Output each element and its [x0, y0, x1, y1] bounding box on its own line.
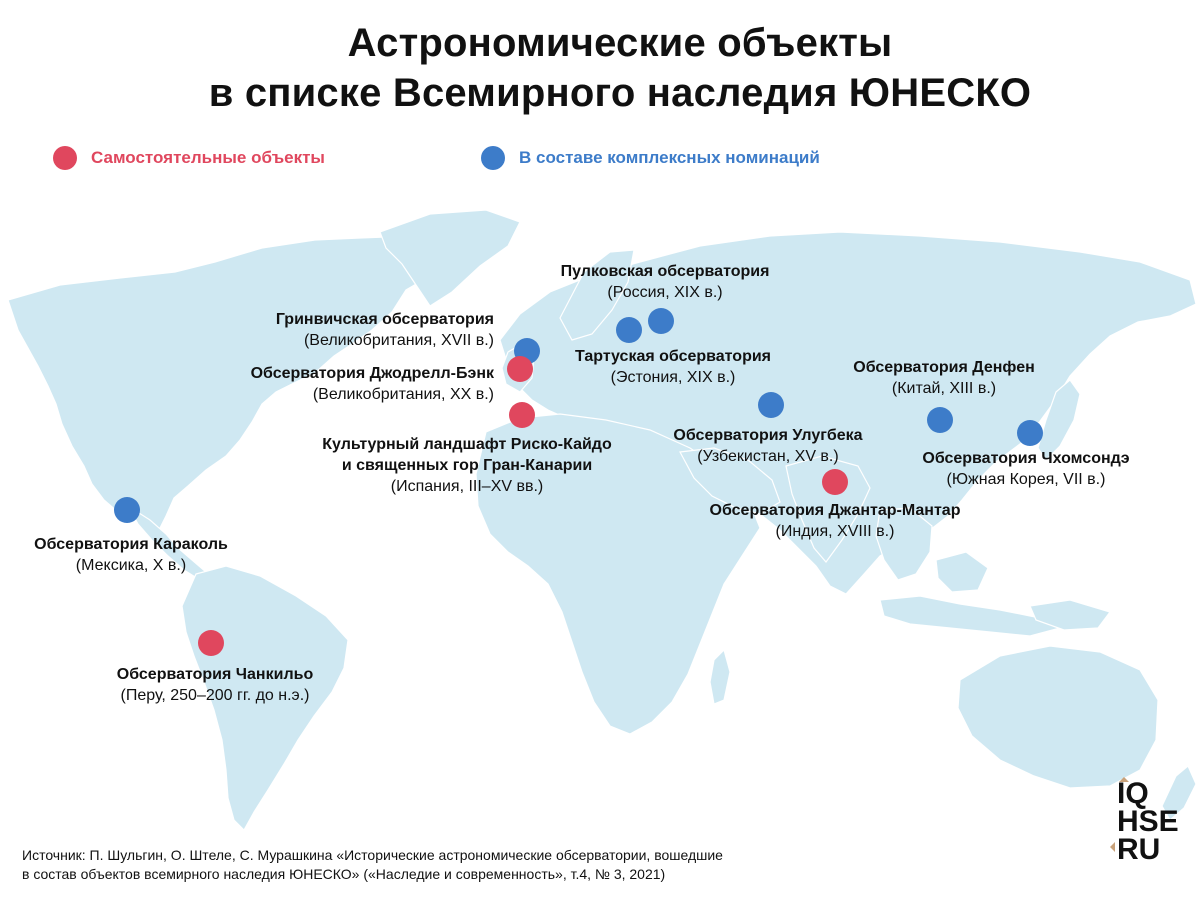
- marker-risco-caido[interactable]: [509, 402, 535, 428]
- site-name: Обсерватория Улугбека: [673, 427, 863, 444]
- logo-left-arrow-icon: [1105, 842, 1115, 852]
- site-info: (Китай, XIII в.): [891, 380, 997, 397]
- site-info: (Испания, III–XV вв.): [390, 478, 544, 495]
- legend-blue-dot: [481, 146, 505, 170]
- title-line-2: в списке Всемирного наследия ЮНЕСКО: [208, 71, 1032, 115]
- new-guinea-landmass: [1029, 599, 1111, 631]
- label-chankillo: Обсерватория Чанкильо (Перу, 250–200 гг.…: [117, 664, 313, 706]
- title-line-1: Астрономические объекты: [347, 21, 893, 65]
- new-zealand-landmass: [1161, 765, 1197, 821]
- logo-line-2: HSE: [1117, 805, 1179, 838]
- site-info: (Индия, XVIII в.): [775, 523, 895, 540]
- label-jodrell-bank: Обсерватория Джодрелл-Бэнк (Великобритан…: [251, 363, 494, 405]
- marker-jodrell-bank[interactable]: [507, 356, 533, 382]
- marker-tartu[interactable]: [616, 317, 642, 343]
- label-ulugh-beg: Обсерватория Улугбека (Узбекистан, XV в.…: [673, 425, 862, 467]
- site-name: Гринвичская обсерватория: [275, 311, 494, 328]
- south-america-landmass: [181, 565, 349, 831]
- site-info: (Россия, XIX в.): [607, 284, 723, 301]
- marker-pulkovo[interactable]: [648, 308, 674, 334]
- marker-jantar-mantar[interactable]: [822, 469, 848, 495]
- marker-chankillo[interactable]: [198, 630, 224, 656]
- site-info: (Эстония, XIX в.): [610, 369, 736, 386]
- marker-ulugh-beg[interactable]: [758, 392, 784, 418]
- site-name: Обсерватория Денфен: [853, 359, 1035, 376]
- southeast-asia-landmass: [875, 507, 933, 581]
- scandinavia-landmass: [559, 249, 635, 341]
- arabia-landmass: [679, 447, 781, 515]
- site-info: (Великобритания, XX в.): [312, 386, 494, 403]
- source-line-1: Источник: П. Шульгин, О. Штеле, С. Мураш…: [22, 847, 723, 863]
- label-caracol: Обсерватория Караколь (Мексика, X в.): [34, 534, 228, 576]
- site-name: Обсерватория Чанкильо: [116, 666, 314, 683]
- iq-hse-logo[interactable]: IQ HSE RU: [1110, 777, 1187, 866]
- site-info: (Южная Корея, VII в.): [946, 471, 1106, 488]
- label-pulkovo: Пулковская обсерватория (Россия, XIX в.): [561, 261, 770, 303]
- site-info: (Великобритания, XVII в.): [303, 332, 494, 349]
- site-name: Тартуская обсерватория: [574, 348, 772, 365]
- africa-landmass: [475, 413, 761, 735]
- label-tartu: Тартуская обсерватория (Эстония, XIX в.): [575, 346, 771, 388]
- site-name: Обсерватория Чхомсондэ: [922, 450, 1130, 467]
- site-name: Обсерватория Караколь: [34, 536, 228, 553]
- marker-caracol[interactable]: [114, 497, 140, 523]
- site-name: Пулковская обсерватория: [560, 263, 770, 280]
- legend-standalone-label: Самостоятельные объекты: [91, 148, 325, 167]
- legend-complex-label: В составе комплексных номинаций: [519, 148, 820, 167]
- site-name-line-2: и священных гор Гран-Канарии: [341, 457, 593, 474]
- australia-landmass: [957, 645, 1159, 789]
- label-jantar-mantar: Обсерватория Джантар-Мантар (Индия, XVII…: [710, 500, 961, 542]
- label-dengfeng: Обсерватория Денфен (Китай, XIII в.): [853, 357, 1035, 399]
- legend-red-dot: [53, 146, 77, 170]
- north-america-landmass: [7, 233, 476, 533]
- india-landmass: [785, 455, 871, 563]
- label-risco-caido: Культурный ландшафт Риско-Кайдо и священ…: [322, 434, 611, 497]
- japan-landmass: [1037, 379, 1081, 461]
- logo-up-arrow-icon: [1119, 772, 1129, 782]
- madagascar-landmass: [709, 648, 731, 705]
- logo-line-1: IQ: [1117, 777, 1149, 810]
- label-cheomseongdae: Обсерватория Чхомсондэ (Южная Корея, VII…: [922, 448, 1129, 490]
- site-name: Культурный ландшафт Риско-Кайдо: [322, 436, 612, 453]
- site-info: (Узбекистан, XV в.): [697, 448, 839, 465]
- source-line-2: в состав объектов всемирного наследия ЮН…: [22, 866, 666, 882]
- greenland-landmass: [379, 209, 521, 307]
- label-greenwich: Гринвичская обсерватория (Великобритания…: [276, 309, 494, 351]
- site-info: (Перу, 250–200 гг. до н.э.): [120, 687, 310, 704]
- legend-complex: В составе комплексных номинаций: [481, 146, 820, 170]
- page-title: Астрономические объекты в списке Всемирн…: [0, 18, 1200, 118]
- marker-cheomseongdae[interactable]: [1017, 420, 1043, 446]
- site-name: Обсерватория Джодрелл-Бэнк: [250, 365, 494, 382]
- site-name: Обсерватория Джантар-Мантар: [709, 502, 961, 519]
- legend-standalone: Самостоятельные объекты: [53, 146, 325, 170]
- source-citation: Источник: П. Шульгин, О. Штеле, С. Мураш…: [22, 846, 723, 884]
- borneo-landmass: [935, 551, 989, 593]
- indonesia-landmass: [879, 595, 1062, 637]
- site-info: (Мексика, X в.): [75, 557, 187, 574]
- marker-dengfeng[interactable]: [927, 407, 953, 433]
- logo-line-3: RU: [1117, 833, 1161, 866]
